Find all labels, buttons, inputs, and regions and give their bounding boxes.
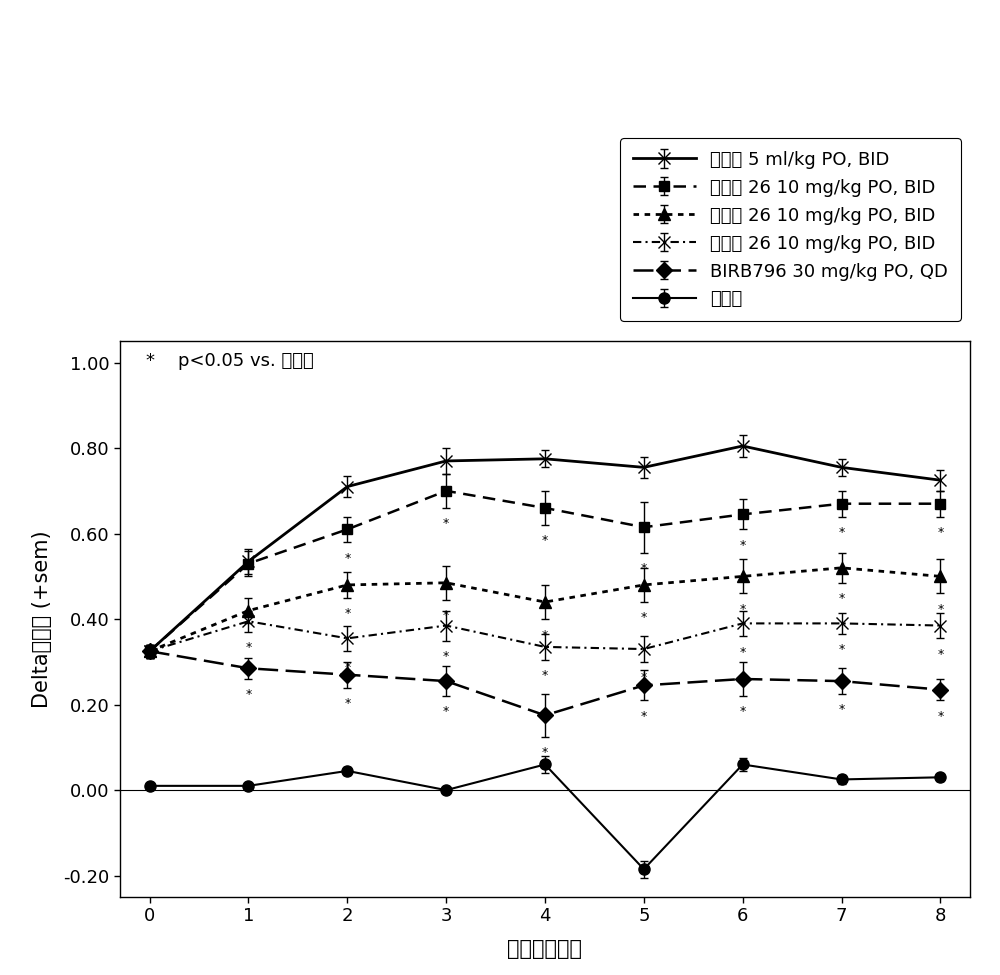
Text: *: * xyxy=(838,703,845,717)
Y-axis label: Delta爬体积 (+sem): Delta爬体积 (+sem) xyxy=(32,530,52,708)
Text: *: * xyxy=(937,647,943,661)
Text: *: * xyxy=(937,526,943,539)
Text: *: * xyxy=(838,644,845,656)
Text: *: * xyxy=(838,592,845,605)
Text: *: * xyxy=(443,650,449,663)
Text: *    p<0.05 vs. 赋形剂: * p<0.05 vs. 赋形剂 xyxy=(146,352,313,370)
Text: *: * xyxy=(344,697,350,710)
Text: *: * xyxy=(641,710,647,722)
Text: *: * xyxy=(740,539,746,552)
Text: *: * xyxy=(443,706,449,719)
Text: *: * xyxy=(344,661,350,674)
Text: *: * xyxy=(542,669,548,682)
Legend: 赋形剂 5 ml/kg PO, BID, 实施例 26 10 mg/kg PO, BID, 实施例 26 10 mg/kg PO, BID, 实施例 26 10: 赋形剂 5 ml/kg PO, BID, 实施例 26 10 mg/kg PO,… xyxy=(620,138,961,321)
Text: *: * xyxy=(937,710,943,722)
Text: *: * xyxy=(641,671,647,684)
Text: *: * xyxy=(542,746,548,760)
Text: *: * xyxy=(641,563,647,575)
Text: *: * xyxy=(542,534,548,548)
Text: *: * xyxy=(740,706,746,719)
Text: *: * xyxy=(245,642,252,654)
Text: *: * xyxy=(344,552,350,565)
Text: *: * xyxy=(937,603,943,616)
Text: *: * xyxy=(245,688,252,701)
Text: *: * xyxy=(443,518,449,530)
X-axis label: 治疗后的天数: 治疗后的天数 xyxy=(508,939,582,959)
Text: *: * xyxy=(641,611,647,624)
Text: *: * xyxy=(443,609,449,622)
Text: *: * xyxy=(344,607,350,620)
Text: *: * xyxy=(838,526,845,539)
Text: *: * xyxy=(740,603,746,616)
Text: *: * xyxy=(542,629,548,642)
Text: *: * xyxy=(740,645,746,659)
